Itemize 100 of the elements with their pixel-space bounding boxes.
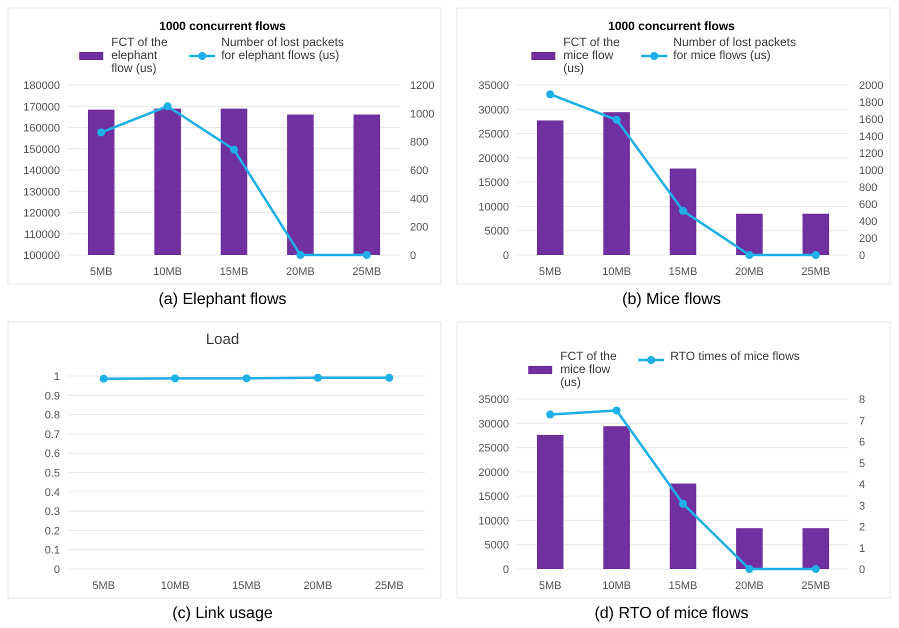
y-tick-label: 170000 — [23, 101, 60, 114]
y2-tick-label: 800 — [410, 136, 428, 149]
x-tick-label: 10MB — [602, 266, 631, 278]
legend-label: Number of lost packets for elephant flows (us) — [221, 35, 344, 62]
x-tick-label: 20MB — [735, 580, 764, 592]
y2-tick-label: 0 — [410, 250, 416, 262]
y2-tick-label: 2 — [859, 522, 866, 534]
y-tick-label: 0.7 — [44, 428, 60, 441]
y2-tick-label: 6 — [859, 436, 866, 448]
y2-tick-label: 800 — [859, 182, 878, 194]
y2-tick-label: 1800 — [859, 97, 884, 109]
bar — [670, 484, 696, 569]
y-tick-label: 0.6 — [44, 448, 60, 460]
point — [546, 90, 554, 98]
y2-tick-label: 1 — [859, 542, 866, 555]
chart-title: 1000 concurrent flows — [159, 19, 286, 33]
x-tick-label: 20MB — [735, 266, 764, 278]
y2-tick-label: 200 — [410, 222, 428, 234]
y2-tick-label: 0 — [859, 250, 866, 262]
point — [812, 565, 820, 573]
y-tick-label: 15000 — [478, 177, 509, 190]
x-tick-label: 25MB — [801, 580, 830, 592]
y2-tick-label: 200 — [859, 233, 878, 245]
bar — [536, 120, 564, 255]
y-tick-label: 0 — [502, 564, 509, 576]
y-tick-label: 30000 — [478, 104, 509, 116]
y2-tick-label: 400 — [859, 216, 878, 228]
x-tick-label: 5MB — [538, 266, 562, 278]
legend-label: FCT of the mice flow (us) — [560, 349, 617, 389]
point — [230, 146, 238, 154]
y-tick-label: 25000 — [478, 128, 509, 141]
y-tick-label: 0 — [502, 250, 509, 262]
y-tick-label: 5000 — [484, 226, 509, 238]
y2-tick-label: 1000 — [859, 165, 884, 177]
point — [745, 565, 754, 573]
y-tick-label: 1 — [54, 371, 60, 383]
y2-tick-label: 2000 — [859, 80, 884, 92]
y-tick-label: 35000 — [478, 394, 509, 406]
y2-tick-label: 4 — [859, 479, 866, 491]
y2-tick-label: 8 — [859, 394, 866, 406]
x-tick-label: 10MB — [160, 580, 190, 592]
x-tick-label: 15MB — [668, 580, 698, 592]
x-tick-label: 15MB — [232, 580, 261, 592]
y2-tick-label: 400 — [410, 193, 428, 206]
y-tick-label: 160000 — [23, 122, 60, 134]
point — [745, 251, 754, 259]
y-tick-label: 120000 — [23, 208, 60, 220]
bar — [536, 434, 564, 569]
bar — [603, 426, 630, 569]
y2-tick-label: 600 — [410, 165, 428, 177]
x-tick-label: 25MB — [801, 266, 830, 278]
legend-label: RTO times of mice flows — [670, 349, 800, 363]
point — [679, 206, 687, 215]
x-tick-label: 5MB — [538, 580, 562, 592]
x-tick-label: 5MB — [92, 580, 116, 592]
text: (c) Link usage — [172, 605, 273, 622]
y-tick-label: 20000 — [478, 466, 509, 479]
bar — [736, 214, 763, 255]
y2-tick-label: 3 — [859, 500, 866, 512]
text: (d) RTO of mice flows — [594, 605, 749, 622]
legend-label: Number of lost packets for mice flows (us) — [673, 35, 796, 62]
chart-title: 1000 concurrent flows — [608, 19, 736, 33]
text: (a) Elephant flows — [158, 291, 287, 308]
legend-label: FCT of the mice flow (us) — [563, 35, 620, 75]
y-tick-label: 0.3 — [44, 506, 60, 518]
point — [164, 102, 172, 110]
point — [362, 251, 371, 259]
y-tick-label: 5000 — [484, 540, 509, 552]
y-tick-label: 20000 — [478, 152, 509, 165]
bar — [736, 528, 763, 569]
text: (b) Mice flows — [622, 291, 721, 308]
y2-tick-label: 7 — [859, 415, 866, 428]
chart-title: Load — [206, 331, 240, 348]
x-tick-label: 25MB — [352, 266, 382, 278]
y-tick-label: 110000 — [24, 228, 60, 241]
point — [97, 128, 106, 136]
legend-label: FCT of the elephant flow (us) — [111, 35, 168, 75]
y2-tick-label: 1400 — [859, 131, 884, 143]
x-tick-label: 20MB — [304, 580, 332, 592]
y-tick-label: 180000 — [23, 80, 60, 92]
point — [546, 410, 554, 419]
x-tick-label: 5MB — [90, 266, 113, 278]
y-tick-label: 35000 — [478, 80, 509, 92]
y2-tick-label: 5 — [859, 458, 866, 470]
y-tick-label: 0.5 — [44, 468, 60, 480]
y2-tick-label: 600 — [859, 199, 878, 211]
x-tick-label: 20MB — [286, 266, 315, 278]
point — [296, 251, 304, 259]
point — [812, 251, 820, 259]
bar — [802, 214, 830, 255]
y-tick-label: 30000 — [478, 418, 509, 430]
bar — [603, 112, 630, 255]
y-tick-label: 0.8 — [44, 410, 60, 422]
y2-tick-label: 1600 — [859, 114, 884, 126]
y-tick-label: 0 — [54, 564, 60, 576]
y2-tick-label: 0 — [859, 564, 866, 576]
x-tick-label: 15MB — [220, 266, 248, 278]
point — [679, 500, 687, 508]
y-tick-label: 10000 — [478, 515, 509, 528]
x-tick-label: 10MB — [153, 266, 182, 278]
